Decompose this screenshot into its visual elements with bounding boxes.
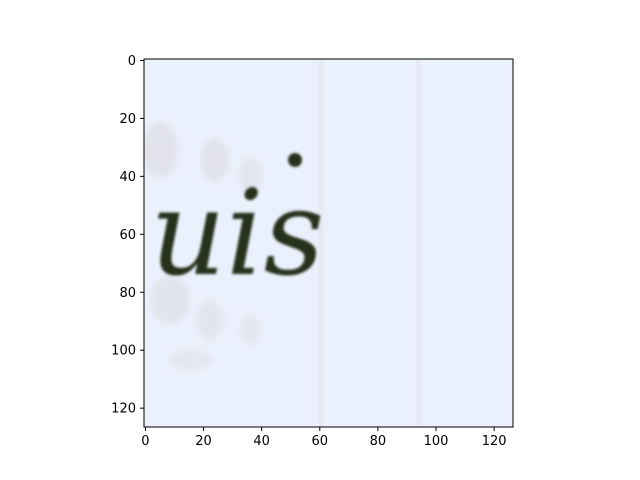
y-tick-label: 0: [128, 54, 136, 69]
x-tick-label: 20: [195, 434, 212, 449]
paper-column-shade: [318, 59, 324, 427]
x-tick-label: 100: [424, 434, 449, 449]
y-tick-label: 120: [111, 402, 136, 417]
x-tick-label: 80: [370, 434, 387, 449]
x-tick-label: 60: [312, 434, 329, 449]
y-tick-label: 20: [119, 112, 136, 127]
y-tick-label: 100: [111, 344, 136, 359]
word-uis: uis: [150, 164, 324, 302]
axes-frame: [143, 58, 514, 428]
y-tick-label: 60: [119, 228, 136, 243]
y-tick-label: 80: [119, 286, 136, 301]
paper-column-shade-2: [416, 59, 421, 427]
scanned-image: uis: [144, 59, 513, 427]
i-dot: [288, 153, 302, 167]
bleed-through-text: [144, 122, 262, 370]
x-tick-label: 120: [482, 434, 507, 449]
x-tick-label: 40: [253, 434, 270, 449]
y-axis: 0 20 40 60 80 100 120: [111, 54, 144, 417]
x-axis: 0 20 40 60 80 100 120: [141, 427, 507, 449]
x-tick-label: 0: [141, 434, 149, 449]
y-tick-label: 40: [119, 170, 136, 185]
word-ink: uis: [150, 164, 324, 302]
